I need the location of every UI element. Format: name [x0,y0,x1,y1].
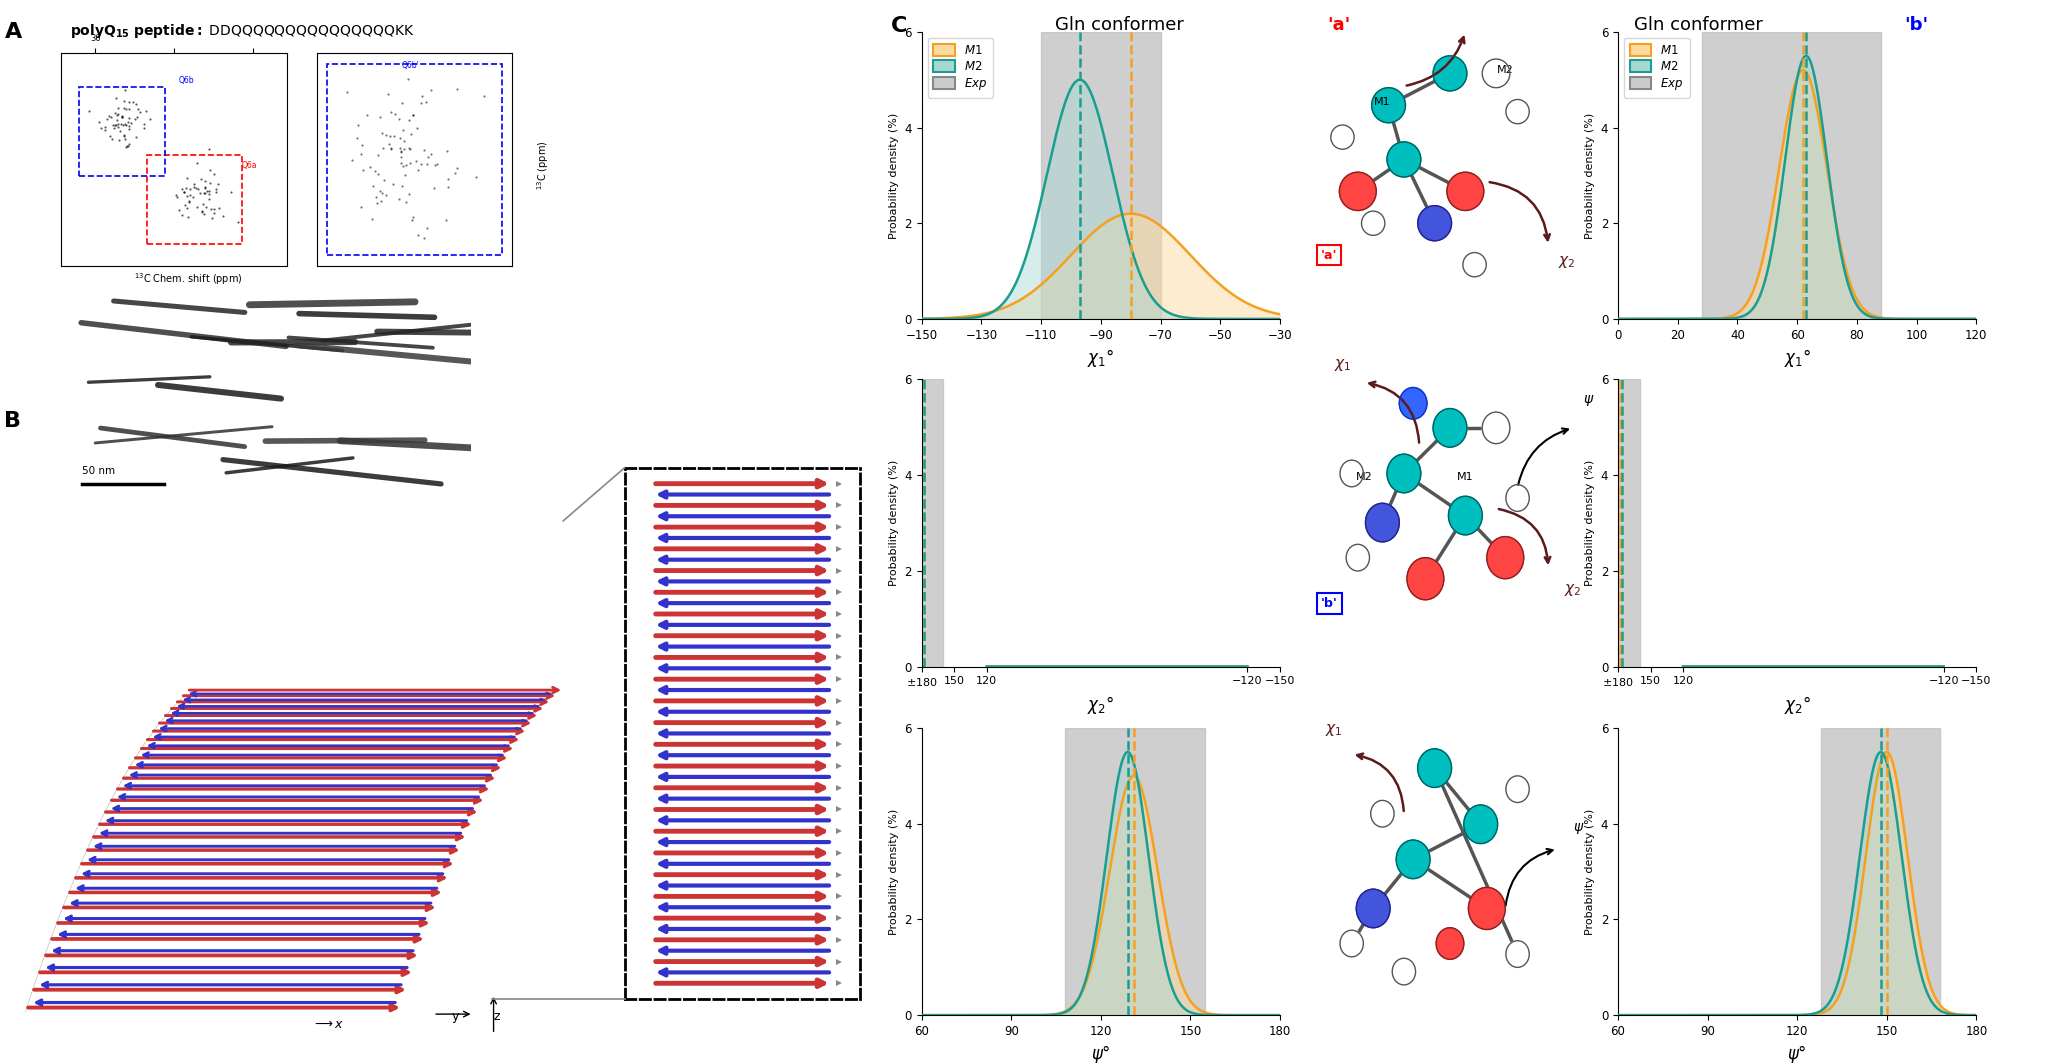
Circle shape [1483,412,1509,443]
Circle shape [1487,537,1524,578]
Text: C: C [891,16,907,36]
Text: A: A [4,22,23,43]
Text: Q6b: Q6b [178,75,195,85]
X-axis label: $\psi°$: $\psi°$ [1788,1044,1806,1063]
Circle shape [1339,172,1376,210]
Text: 'b': 'b' [1321,596,1337,610]
Circle shape [1434,55,1466,90]
Text: z: z [494,1010,500,1023]
Circle shape [1448,496,1483,535]
Circle shape [1505,941,1530,967]
Text: $\chi_1$: $\chi_1$ [1333,357,1352,373]
Circle shape [1434,408,1466,448]
Circle shape [1331,125,1354,149]
Text: Gln conformer: Gln conformer [1055,16,1190,34]
Bar [1065,728,1206,1015]
Text: $\longrightarrow x$: $\longrightarrow x$ [311,1017,344,1031]
Text: 'a': 'a' [1321,249,1337,261]
Circle shape [1386,141,1421,176]
Text: B: B [4,410,20,431]
Text: $\psi$: $\psi$ [1573,822,1585,837]
Circle shape [1407,558,1444,600]
Circle shape [1464,805,1497,844]
Circle shape [1483,58,1509,88]
Circle shape [1399,388,1427,419]
Text: 'b': 'b' [1905,16,1929,34]
Bar [1702,32,1880,319]
X-axis label: $\chi_2°$: $\chi_2°$ [1087,694,1114,715]
Circle shape [1386,454,1421,493]
Circle shape [1462,253,1487,276]
X-axis label: $\chi_1°$: $\chi_1°$ [1087,348,1114,369]
Text: M1: M1 [1456,472,1475,483]
Circle shape [1393,958,1415,985]
Circle shape [1417,748,1452,788]
Circle shape [1468,888,1505,929]
Circle shape [1339,930,1364,957]
Circle shape [1417,205,1452,240]
Circle shape [1362,212,1384,235]
Circle shape [1372,88,1405,122]
Bar [1040,32,1161,319]
Circle shape [1436,928,1464,959]
X-axis label: $\chi_1°$: $\chi_1°$ [1784,348,1810,369]
Text: 50 nm: 50 nm [82,466,115,475]
Circle shape [1370,800,1395,827]
X-axis label: $\chi_2°$: $\chi_2°$ [1784,694,1810,715]
Y-axis label: Probability density (%): Probability density (%) [889,113,899,238]
Circle shape [1346,544,1370,571]
Bar [1821,728,1942,1015]
Circle shape [1505,776,1530,803]
Circle shape [1397,840,1430,879]
Circle shape [1356,889,1391,928]
Text: M2: M2 [1497,65,1513,75]
Circle shape [1446,172,1483,210]
Legend: $M1$, $M2$, $Exp$: $M1$, $M2$, $Exp$ [1624,38,1690,98]
Text: $^{13}$C Chem. shift (ppm): $^{13}$C Chem. shift (ppm) [133,271,244,287]
X-axis label: $\psi°$: $\psi°$ [1092,1044,1110,1063]
Text: $\chi_2$: $\chi_2$ [1559,254,1575,270]
Text: 'a': 'a' [1327,16,1350,34]
Text: $\chi_2$: $\chi_2$ [1565,581,1581,597]
Text: $^{13}$C (ppm): $^{13}$C (ppm) [535,140,551,189]
Circle shape [1339,460,1364,487]
Text: Gln conformer: Gln conformer [1634,16,1769,34]
Text: Q6b': Q6b' [401,61,420,70]
Y-axis label: Probability density (%): Probability density (%) [1585,809,1595,934]
Circle shape [1366,503,1399,542]
Text: y: y [451,1010,459,1023]
Bar [80,87,166,176]
Y-axis label: Probability density (%): Probability density (%) [1585,113,1595,238]
Text: Q6a: Q6a [242,161,258,170]
Y-axis label: Probability density (%): Probability density (%) [1585,460,1595,586]
Circle shape [1505,100,1530,123]
Y-axis label: Probability density (%): Probability density (%) [889,809,899,934]
Text: $\psi$: $\psi$ [1583,393,1593,408]
Text: M1: M1 [1374,97,1391,107]
Legend: $M1$, $M2$, $Exp$: $M1$, $M2$, $Exp$ [928,38,993,98]
Bar [147,155,242,244]
Y-axis label: Probability density (%): Probability density (%) [889,460,899,586]
Bar [1595,379,1640,667]
Text: $\chi_1$: $\chi_1$ [1325,722,1341,738]
Text: M2: M2 [1356,472,1372,483]
Bar [899,379,944,667]
Circle shape [1505,485,1530,511]
Text: $\mathbf{polyQ_{15}}$ $\mathbf{peptide:}$ DDQQQQQQQQQQQQQQQKK: $\mathbf{polyQ_{15}}$ $\mathbf{peptide:}… [70,22,416,40]
